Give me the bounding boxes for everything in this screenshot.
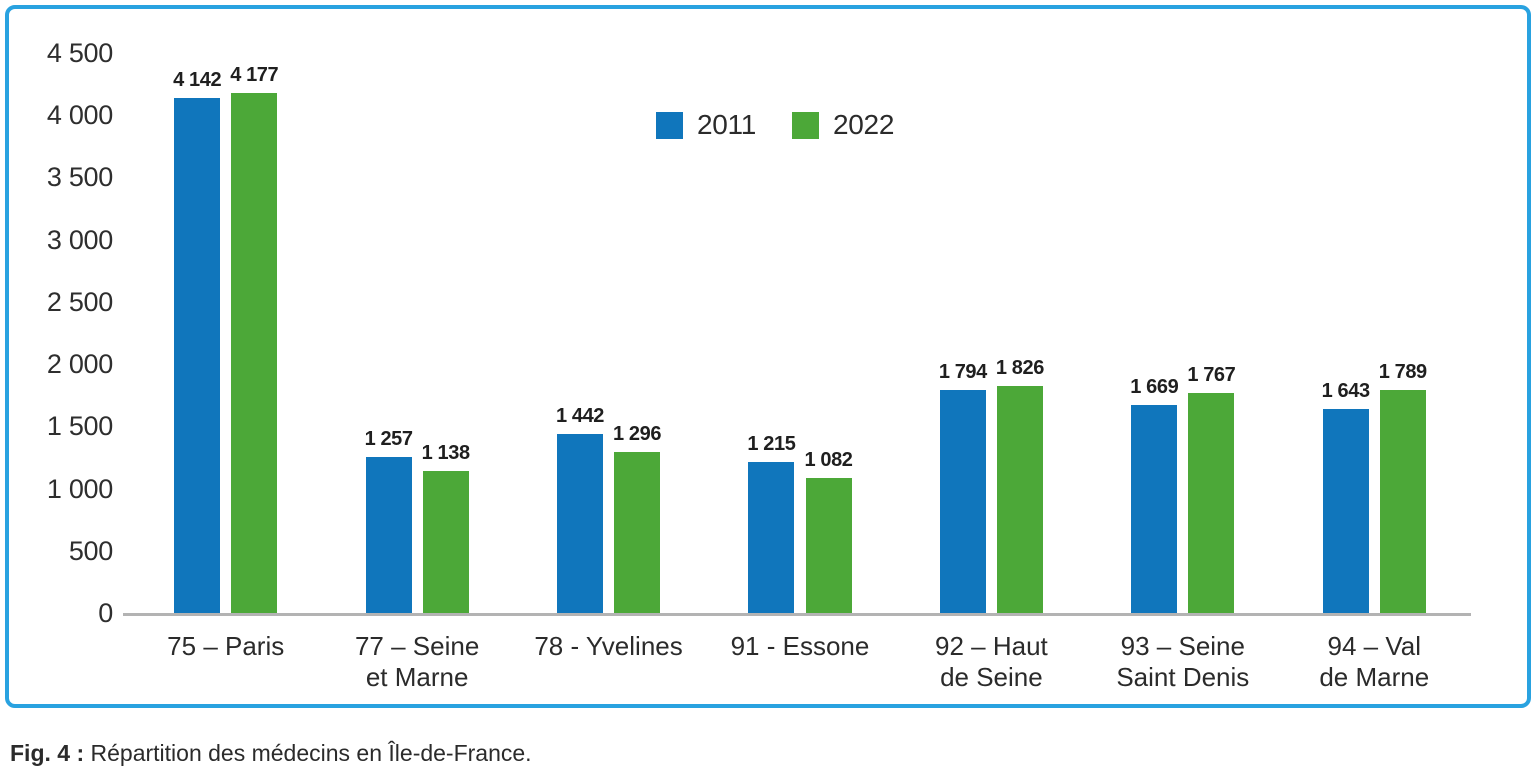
bar-2011: [748, 461, 795, 613]
bar-value-label: 1 794: [938, 360, 987, 383]
bar-2011: [557, 433, 604, 613]
figure-caption: Fig. 4 : Répartition des médecins en Île…: [10, 740, 532, 767]
y-axis-tick-label: 1 000: [46, 473, 113, 504]
chart-card: 2011 2022 4 500 4 000 3 500 3 000 2 500 2 000…: [5, 5, 1531, 708]
bar-value-label: 1 789: [1378, 361, 1427, 384]
bar-value-label: 1 082: [804, 449, 853, 472]
bar-value-label: 1 296: [613, 422, 662, 445]
bar-value-label: 1 215: [747, 432, 796, 455]
bar-group: 1 643 1 789: [1279, 53, 1470, 613]
figure-caption-text: Répartition des médecins en Île-de-Franc…: [84, 740, 532, 766]
bar-column-2022: 1 767: [1187, 364, 1236, 613]
x-axis-category-label: 91 - Essone: [730, 631, 870, 661]
bar-2011: [939, 389, 986, 613]
bar-value-label: 1 826: [995, 356, 1044, 379]
bar-value-label: 4 142: [173, 68, 222, 91]
legend-swatch-2011: [656, 111, 683, 139]
y-axis-tick-label: 3 500: [46, 162, 113, 193]
plot-area: 4 142 4 177 1 257 1 138 1 442 1 296 1 215 1 082…: [130, 53, 1470, 613]
bar-2022: [1188, 393, 1235, 613]
bar-column-2022: 1 789: [1379, 361, 1427, 613]
bar-value-label: 1 643: [1321, 379, 1370, 402]
bar-group: 4 142 4 177: [130, 53, 321, 613]
bar-column-2011: 1 257: [365, 428, 413, 613]
bar-value-label: 1 138: [421, 442, 470, 465]
bar-column-2011: 1 669: [1130, 376, 1179, 613]
y-axis-tick-label: 2 000: [46, 349, 113, 380]
bar-column-2022: 1 296: [613, 422, 662, 613]
bar-column-2022: 1 826: [996, 357, 1044, 613]
x-axis-category-label: 78 - Yvelines: [534, 631, 683, 661]
x-axis-category-label: 94 – Val de Marne: [1319, 631, 1430, 692]
y-axis-tick-label: 0: [98, 598, 113, 628]
bar-2022: [422, 471, 469, 613]
y-axis-tick-label: 2 500: [46, 286, 113, 317]
x-axis-line: [123, 613, 1471, 616]
legend-swatch-2022: [792, 111, 820, 139]
bar-group: 1 215 1 082: [704, 53, 895, 613]
x-axis: 75 – Paris 77 – Seine et Marne 78 - Yvelin…: [130, 631, 1470, 693]
bar-column-2011: 1 643: [1321, 379, 1370, 613]
bar-value-label: 4 177: [230, 64, 279, 87]
bar-value-label: 1 257: [364, 427, 413, 450]
y-axis-tick-label: 1 500: [46, 411, 113, 442]
legend-label-2022: 2022: [833, 109, 895, 140]
y-axis-tick-label: 4 000: [46, 100, 113, 131]
bar-value-label: 1 669: [1130, 376, 1179, 399]
bar-2011: [174, 97, 221, 613]
x-axis-category-label: 93 – Seine Saint Denis: [1116, 631, 1250, 692]
bar-group: 1 257 1 138: [321, 53, 512, 613]
bar-2022: [996, 385, 1043, 613]
bar-2022: [231, 93, 278, 613]
bar-group: 1 442 1 296: [513, 53, 704, 613]
y-axis-tick-label: 4 500: [46, 38, 113, 68]
bar-column-2022: 1 138: [422, 442, 470, 613]
bar-column-2011: 4 142: [173, 68, 222, 613]
legend-item-2011: 2011: [656, 109, 756, 141]
bar-column-2011: 1 215: [747, 432, 796, 613]
x-axis-category-label: 75 – Paris: [167, 631, 285, 661]
bar-value-label: 1 442: [555, 404, 605, 427]
legend-label-2011: 2011: [697, 109, 757, 140]
bar-2022: [614, 451, 661, 613]
y-axis-tick-label: 3 000: [46, 224, 113, 255]
y-axis-tick-label: 500: [68, 535, 113, 566]
bar-column-2011: 1 794: [939, 361, 987, 613]
bar-2022: [805, 478, 852, 613]
x-axis-category-label: 77 – Seine et Marne: [354, 631, 480, 692]
bar-group: 1 669 1 767: [1087, 53, 1278, 613]
bar-value-label: 1 767: [1187, 364, 1236, 387]
bar-2011: [1131, 405, 1178, 613]
bar-group: 1 794 1 826: [896, 53, 1087, 613]
bar-2022: [1379, 390, 1426, 613]
bar-column-2022: 4 177: [230, 64, 279, 613]
legend-item-2022: 2022: [792, 109, 894, 141]
bar-column-2011: 1 442: [556, 405, 604, 613]
bar-2011: [365, 456, 412, 613]
bar-column-2022: 1 082: [804, 449, 853, 613]
bar-2011: [1322, 408, 1369, 613]
figure-caption-prefix: Fig. 4 :: [10, 740, 85, 766]
x-axis-category-label: 92 – Haut de Seine: [935, 631, 1048, 692]
legend: 2011 2022: [656, 109, 894, 141]
